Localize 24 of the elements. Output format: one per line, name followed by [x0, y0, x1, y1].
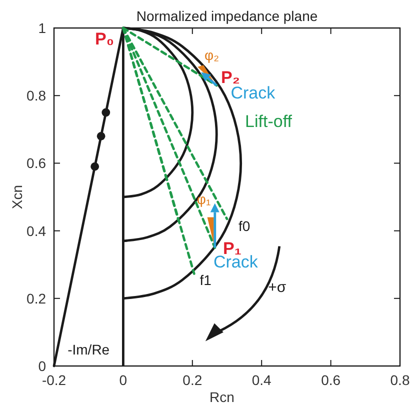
y-tick-label: 1: [38, 20, 46, 36]
annotation: φ₁: [196, 191, 211, 208]
x-tick-label: -0.2: [42, 372, 66, 388]
annotation: Lift-off: [245, 112, 292, 132]
annotation: P₀: [95, 29, 114, 48]
y-axis-title: Xcn: [9, 184, 25, 210]
x-tick-label: 0.6: [321, 372, 341, 388]
x-axis-title: Rcn: [210, 389, 234, 405]
y-tick-label: 0.6: [26, 155, 46, 172]
annotation: φ₂: [204, 46, 220, 63]
annotation: -Im/Re: [68, 341, 110, 358]
annotation: f1: [200, 272, 212, 288]
y-tick-label: 0.4: [26, 222, 46, 239]
x-tick-label: 0: [119, 372, 128, 388]
y-tick-label: 0.8: [26, 88, 46, 104]
x-tick-label: 0.4: [252, 372, 272, 388]
x-tick-label: 0.8: [390, 372, 410, 388]
chart-title: Normalized impedance plane: [136, 8, 318, 24]
annotation: P₁: [223, 238, 242, 258]
y-tick-label: 0.2: [26, 290, 46, 306]
x-tick-label: 0.2: [182, 372, 202, 388]
y-tick-label: 0: [38, 358, 46, 374]
annotation: f0: [238, 218, 250, 234]
annotation: +σ: [268, 279, 287, 296]
